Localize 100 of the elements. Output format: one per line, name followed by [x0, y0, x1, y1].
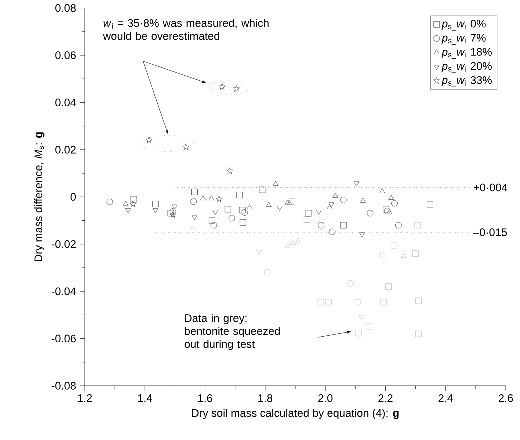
point [326, 299, 332, 306]
point [212, 210, 218, 215]
point [332, 193, 338, 198]
legend-label: p$_{s_}$w$_{i}$ 0% [442, 20, 486, 31]
point [170, 208, 176, 215]
legend-label: p$_{s_}$w$_{i}$ 7% [442, 34, 486, 45]
point [359, 232, 366, 238]
point [233, 86, 240, 92]
point [295, 238, 302, 243]
point [240, 219, 246, 226]
point [388, 195, 394, 200]
point [356, 330, 362, 337]
point [106, 198, 114, 206]
point [126, 208, 132, 214]
annotation: w$_{i}$ = 35·8% was measured, which would be overestimated [103, 19, 269, 40]
legend-label: p$_{s_}$w$_{i}$ 18% [442, 48, 492, 60]
point [427, 201, 434, 208]
point [168, 210, 174, 217]
annotation: Data in grey: bentonite squeezed out during test [184, 314, 280, 350]
point [226, 168, 234, 174]
point [246, 204, 253, 210]
legend-label: p$_{s_}$w$_{i}$ 33% [442, 76, 492, 88]
point [360, 198, 366, 203]
point [130, 200, 136, 208]
point [259, 186, 266, 194]
point [208, 196, 214, 200]
point [146, 136, 153, 144]
point [192, 215, 198, 220]
point [318, 222, 325, 229]
point [130, 196, 138, 203]
point [340, 197, 347, 204]
point [416, 298, 422, 304]
point [386, 210, 392, 214]
point [379, 252, 386, 258]
point [290, 240, 296, 246]
point [224, 206, 232, 213]
x-tick-label: 1.4 [138, 394, 152, 402]
x-tick-label: 1.8 [258, 394, 273, 402]
point [288, 198, 296, 206]
point [392, 200, 398, 207]
point [200, 196, 206, 200]
point [380, 188, 386, 194]
point [273, 181, 279, 186]
x-tick-label: 2.0 [318, 394, 333, 402]
point [386, 284, 392, 290]
point [384, 208, 391, 215]
y-tick-label: -0.02 [52, 240, 76, 248]
point [304, 216, 310, 224]
point [395, 222, 402, 229]
point [216, 196, 222, 202]
point [383, 206, 390, 213]
point [416, 330, 422, 338]
legend-label: p$_{s_}$w$_{i}$ 20% [442, 62, 492, 74]
ref-line-label: +0·004 [474, 184, 508, 192]
y-tick-label: -0.06 [52, 334, 76, 343]
point [152, 208, 158, 214]
x-tick-label: 1.6 [198, 394, 212, 402]
point [170, 212, 176, 218]
point [367, 210, 374, 217]
point [317, 299, 324, 306]
point [348, 280, 354, 287]
point [264, 269, 271, 276]
point [286, 200, 293, 206]
x-tick-label: 2.6 [498, 394, 514, 402]
point [316, 210, 322, 215]
point [277, 206, 283, 211]
point [256, 250, 262, 256]
x-axis-title: Dry soil mass calculated by equation (4): g [192, 409, 399, 420]
point [190, 226, 196, 230]
point [306, 210, 312, 217]
point [328, 202, 334, 208]
y-tick-label: 0.08 [56, 4, 76, 12]
point [172, 204, 178, 210]
ref-line-label: –0·015 [473, 228, 508, 236]
point [236, 192, 244, 198]
point [354, 182, 360, 187]
point [239, 207, 246, 214]
point [285, 200, 291, 205]
x-tick-label: 1.2 [78, 394, 92, 402]
point [380, 299, 388, 306]
point [210, 222, 218, 229]
point [326, 204, 333, 210]
point [123, 201, 129, 206]
point [266, 202, 272, 208]
point [190, 198, 198, 206]
point [354, 299, 362, 306]
point [209, 218, 216, 224]
point [359, 316, 365, 321]
point [192, 188, 198, 196]
y-tick-label: 0.02 [56, 146, 76, 154]
point [219, 84, 226, 90]
point [152, 201, 159, 208]
point [242, 210, 248, 216]
x-tick-label: 2.2 [378, 394, 393, 402]
point [285, 242, 291, 248]
point [366, 323, 372, 330]
y-tick-label: 0.04 [56, 98, 76, 107]
y-tick-label: -0.08 [52, 382, 76, 390]
y-axis-title: Dry mass difference, M$_{s}$: g [34, 132, 45, 262]
point [400, 252, 407, 258]
